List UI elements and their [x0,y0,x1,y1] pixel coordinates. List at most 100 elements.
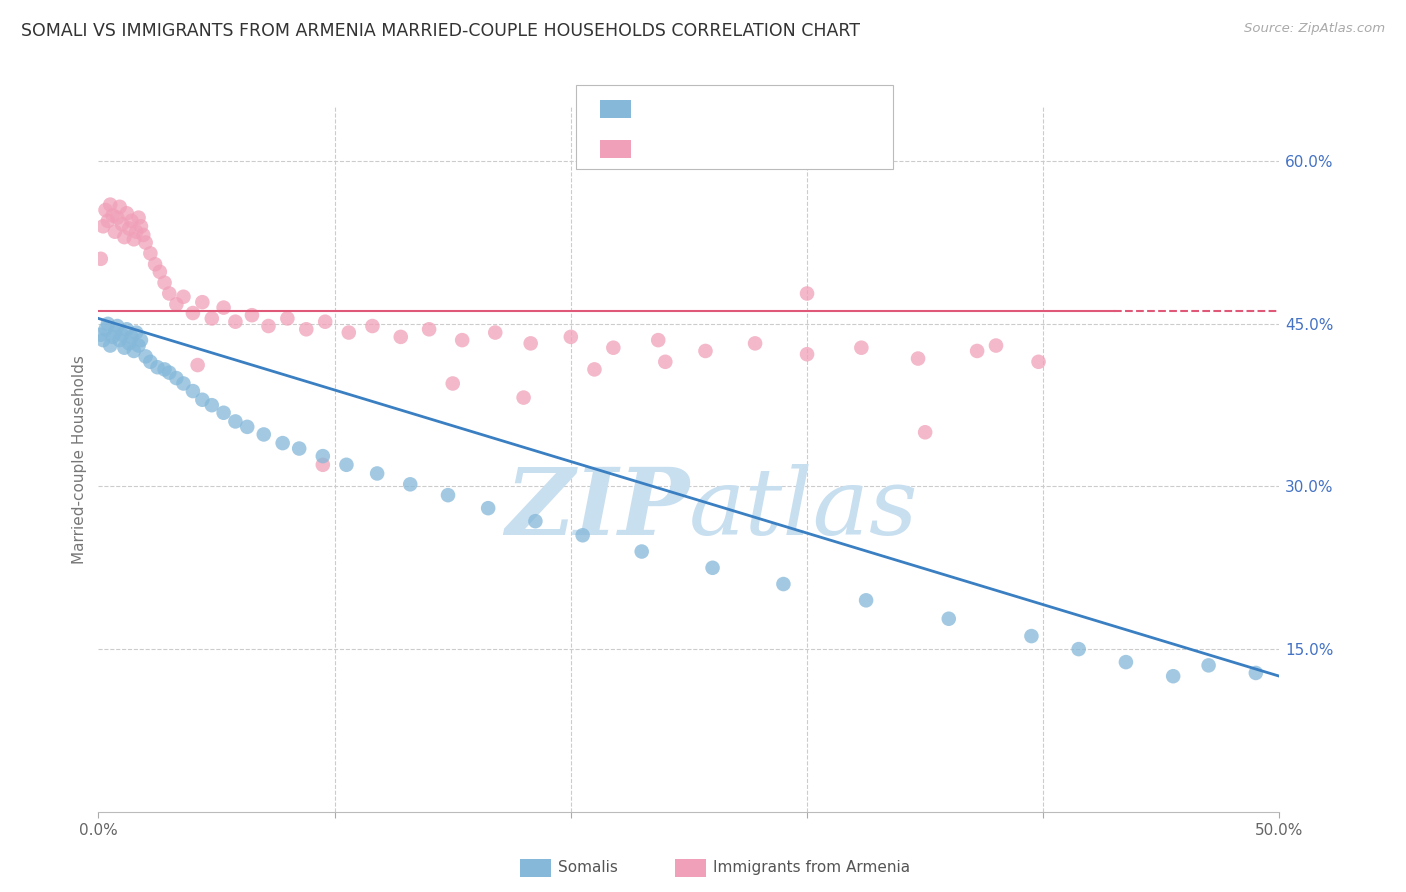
Point [122,232,145,246]
Point [181,306,204,320]
Point [253,427,276,442]
Point [312,458,335,472]
Text: 0.005: 0.005 [678,142,728,156]
Point [165,371,187,385]
Point [91,333,114,347]
Text: N =: N = [759,142,796,156]
Point [172,290,194,304]
Point [647,333,669,347]
Point [111,217,134,231]
Point [132,227,155,242]
Point [796,347,818,361]
Point [966,343,988,358]
Point [335,458,357,472]
Point [796,286,818,301]
Point [484,326,506,340]
Text: R =: R = [640,102,675,116]
Point [157,286,180,301]
Point [121,214,143,228]
Point [524,514,547,528]
Point [135,235,157,250]
Point [271,436,294,450]
Point [97,214,120,228]
Point [257,319,280,334]
Point [172,376,194,391]
Text: -0.585: -0.585 [678,102,735,116]
Point [129,333,152,347]
Text: Immigrants from Armenia: Immigrants from Armenia [713,861,910,875]
Text: Source: ZipAtlas.com: Source: ZipAtlas.com [1244,22,1385,36]
Point [111,327,134,342]
Text: SOMALI VS IMMIGRANTS FROM ARMENIA MARRIED-COUPLE HOUSEHOLDS CORRELATION CHART: SOMALI VS IMMIGRANTS FROM ARMENIA MARRIE… [21,22,860,40]
Point [181,384,204,398]
Point [97,317,120,331]
Point [583,362,606,376]
Point [212,406,235,420]
Point [112,230,135,244]
Point [314,315,336,329]
Point [157,366,180,380]
Point [512,391,534,405]
Text: atlas: atlas [689,464,918,554]
Point [128,211,150,225]
Point [143,257,166,271]
Point [1161,669,1184,683]
Point [128,338,150,352]
Point [201,398,224,412]
Point [90,252,112,266]
Point [984,338,1007,352]
Point [855,593,877,607]
Point [477,501,499,516]
Text: N =: N = [759,102,796,116]
Point [451,333,474,347]
Point [441,376,464,391]
Point [1067,642,1090,657]
Point [630,544,652,558]
Point [602,341,624,355]
Point [153,362,176,376]
Point [191,295,214,310]
Point [191,392,214,407]
Point [519,336,541,351]
Point [118,221,141,235]
Point [212,301,235,315]
Point [98,197,121,211]
Text: R =: R = [640,142,675,156]
Point [101,330,124,344]
Point [112,341,135,355]
Point [104,326,127,340]
Point [146,360,169,375]
Point [135,350,157,364]
Point [851,341,873,355]
Point [560,330,582,344]
Point [399,477,422,491]
Point [654,355,676,369]
Point [122,343,145,358]
Point [153,276,176,290]
Point [695,343,717,358]
Point [907,351,929,366]
Point [914,425,936,440]
Point [115,206,138,220]
Point [1198,658,1220,673]
Text: ZIP: ZIP [505,464,689,554]
Point [571,528,593,542]
Point [108,200,131,214]
Point [702,561,724,575]
Point [105,211,128,225]
Point [389,330,412,344]
Point [224,414,246,428]
Point [187,358,209,372]
Point [125,326,148,340]
Point [1021,629,1043,643]
Text: 53: 53 [797,102,820,116]
Point [1115,655,1137,669]
Point [772,577,794,591]
Point [104,225,127,239]
Point [224,315,246,329]
Point [165,297,187,311]
Point [361,319,384,334]
Point [337,326,360,340]
Point [149,265,172,279]
Point [938,612,960,626]
